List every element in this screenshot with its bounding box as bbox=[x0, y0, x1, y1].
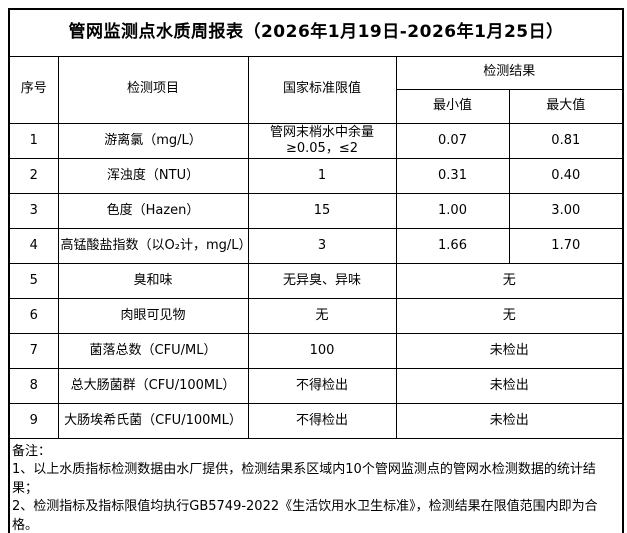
row-limit-cell: 管网末梢水中余量≥0.05，≤2 bbox=[247, 122, 397, 159]
row-min-cell: 1.00 bbox=[395, 193, 510, 229]
notes-row: 备注： 1、以上水质指标检测数据由水厂提供，检测结果系区域内10个管网监测点的管… bbox=[8, 438, 624, 533]
row-index-cell: 5 bbox=[8, 263, 59, 299]
table-row: 1 游离氯（mg/L） 管网末梢水中余量≥0.05，≤2 0.07 0.81 bbox=[8, 122, 624, 159]
title-row: 管网监测点水质周报表（2026年1月19日-2026年1月25日） bbox=[8, 8, 624, 57]
row-index-cell: 3 bbox=[8, 193, 59, 229]
header-row-top: 序号 检测项目 国家标准限值 检测结果 bbox=[8, 55, 624, 124]
row-result-cell: 未检出 bbox=[395, 403, 624, 439]
row-min-cell: 1.66 bbox=[395, 228, 510, 264]
column-header-limit: 国家标准限值 bbox=[247, 55, 397, 124]
row-item-cell: 总大肠菌群（CFU/100ML） bbox=[57, 368, 249, 404]
row-index-cell: 4 bbox=[8, 228, 59, 264]
row-result-cell: 未检出 bbox=[395, 333, 624, 369]
row-limit-cell: 无 bbox=[247, 298, 397, 334]
row-max-cell: 3.00 bbox=[508, 193, 624, 229]
row-limit-cell: 3 bbox=[247, 228, 397, 264]
note-line-2: 2、检测指标及指标限值均执行GB5749-2022《生活饮用水卫生标准》，检测结… bbox=[12, 499, 598, 533]
column-header-max: 最大值 bbox=[508, 88, 624, 124]
column-header-result-group: 检测结果 bbox=[395, 55, 624, 90]
row-item-cell: 高锰酸盐指数（以O₂计，mg/L） bbox=[57, 228, 249, 264]
row-max-cell: 1.70 bbox=[508, 228, 624, 264]
row-limit-cell: 15 bbox=[247, 193, 397, 229]
row-item-cell: 肉眼可见物 bbox=[57, 298, 249, 334]
row-item-cell: 菌落总数（CFU/ML） bbox=[57, 333, 249, 369]
row-result-cell: 未检出 bbox=[395, 368, 624, 404]
row-min-cell: 0.07 bbox=[395, 122, 510, 159]
notes-label: 备注： bbox=[12, 444, 52, 459]
table-row: 3 色度（Hazen） 15 1.00 3.00 bbox=[8, 193, 624, 229]
note-line-1: 1、以上水质指标检测数据由水厂提供，检测结果系区域内10个管网监测点的管网水检测… bbox=[12, 462, 596, 496]
table-row: 7 菌落总数（CFU/ML） 100 未检出 bbox=[8, 333, 624, 369]
row-index-cell: 7 bbox=[8, 333, 59, 369]
row-item-cell: 大肠埃希氏菌（CFU/100ML） bbox=[57, 403, 249, 439]
row-limit-cell: 不得检出 bbox=[247, 368, 397, 404]
table-row: 4 高锰酸盐指数（以O₂计，mg/L） 3 1.66 1.70 bbox=[8, 228, 624, 264]
row-index-cell: 9 bbox=[8, 403, 59, 439]
water-quality-report-table: 管网监测点水质周报表（2026年1月19日-2026年1月25日） 序号 检测项… bbox=[8, 8, 625, 533]
table-row: 5 臭和味 无异臭、异味无 bbox=[8, 263, 624, 299]
table-row: 9 大肠埃希氏菌（CFU/100ML） 不得检出 未检出 bbox=[8, 403, 624, 439]
row-min-cell: 0.31 bbox=[395, 158, 510, 194]
page-title: 管网监测点水质周报表（2026年1月19日-2026年1月25日） bbox=[8, 8, 624, 57]
row-limit-cell: 不得检出 bbox=[247, 403, 397, 439]
row-max-cell: 0.81 bbox=[508, 122, 624, 159]
header-row-sub: 最小值 最大值 bbox=[9, 88, 624, 124]
row-index-cell: 8 bbox=[8, 368, 59, 404]
column-header-min: 最小值 bbox=[395, 88, 510, 124]
table-row: 6 肉眼可见物无无 bbox=[8, 298, 624, 334]
column-header-index: 序号 bbox=[8, 55, 59, 124]
row-item-cell: 浑浊度（NTU） bbox=[57, 158, 249, 194]
row-result-cell: 无 bbox=[395, 298, 624, 334]
row-index-cell: 1 bbox=[8, 122, 59, 159]
table-row: 2 浑浊度（NTU） 1 0.31 0.40 bbox=[8, 158, 624, 194]
row-max-cell: 0.40 bbox=[508, 158, 624, 194]
row-index-cell: 2 bbox=[8, 158, 59, 194]
row-limit-cell: 无异臭、异味 bbox=[247, 263, 397, 299]
notes-cell: 备注： 1、以上水质指标检测数据由水厂提供，检测结果系区域内10个管网监测点的管… bbox=[8, 438, 624, 533]
table-row: 8 总大肠菌群（CFU/100ML） 不得检出 未检出 bbox=[8, 368, 624, 404]
row-item-cell: 色度（Hazen） bbox=[57, 193, 249, 229]
row-result-cell: 无 bbox=[395, 263, 624, 299]
row-limit-cell: 1 bbox=[247, 158, 397, 194]
table-body: 1 游离氯（mg/L） 管网末梢水中余量≥0.05，≤2 0.07 0.81 2 浑浊度（N… bbox=[8, 122, 624, 439]
row-limit-cell: 100 bbox=[247, 333, 397, 369]
row-index-cell: 6 bbox=[8, 298, 59, 334]
row-item-cell: 游离氯（mg/L） bbox=[57, 122, 249, 159]
column-header-item: 检测项目 bbox=[57, 55, 249, 124]
row-item-cell: 臭和味 bbox=[57, 263, 249, 299]
